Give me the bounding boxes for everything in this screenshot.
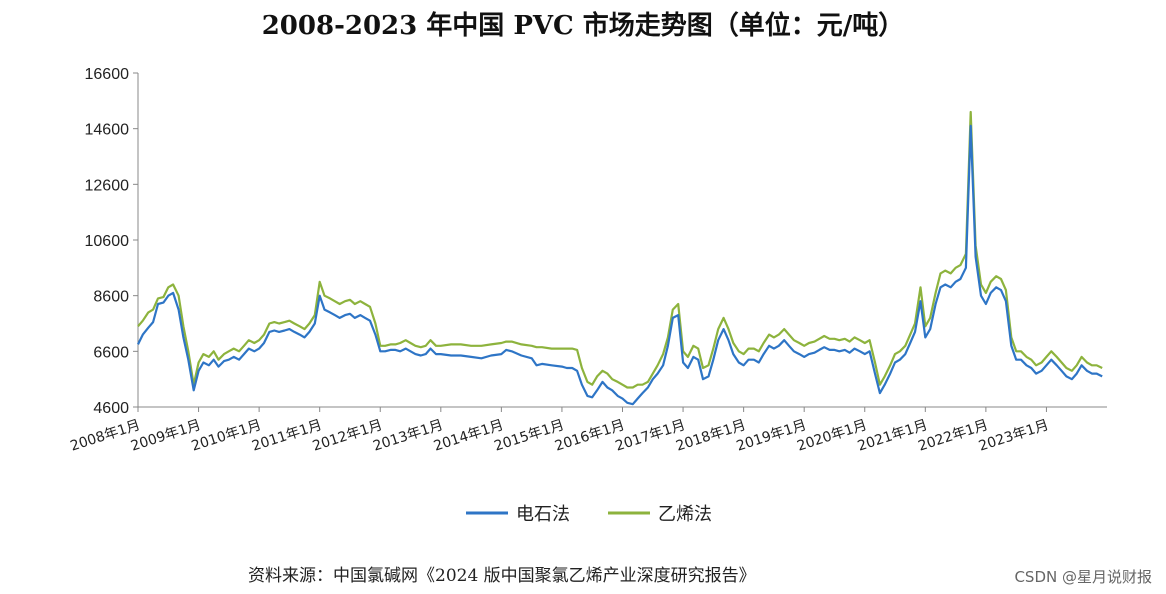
y-tick-label: 16600 <box>85 66 130 83</box>
y-tick-label: 4600 <box>93 400 129 417</box>
x-tick-label: 2023年1月 <box>977 417 1051 455</box>
chart-title: 2008-2023 年中国 PVC 市场走势图（单位：元/吨） <box>262 10 905 41</box>
series-layer <box>137 110 1103 406</box>
y-tick-label: 6600 <box>93 344 129 361</box>
legend: 电石法 乙烯法 <box>466 504 712 525</box>
y-tick-label: 12600 <box>85 177 130 194</box>
series-line-yixi <box>137 110 1103 389</box>
source-note: 资料来源：中国氯碱网《2024 版中国聚氯乙烯产业深度研究报告》 <box>248 566 756 586</box>
series-line-dianshi <box>137 124 1103 406</box>
legend-label-dianshi: 电石法 <box>516 504 570 525</box>
watermark-text: CSDN @星月说财报 <box>1014 568 1152 586</box>
y-tick-label: 10600 <box>85 233 130 250</box>
x-axis: 2008年1月2009年1月2010年1月2011年1月2012年1月2013年… <box>68 406 1107 455</box>
legend-label-yixi: 乙烯法 <box>658 504 712 525</box>
y-tick-label: 14600 <box>85 122 130 139</box>
y-axis: 4600 6600 8600 10600 12600 14600 16600 <box>85 66 139 417</box>
y-tick-label: 8600 <box>93 289 129 306</box>
